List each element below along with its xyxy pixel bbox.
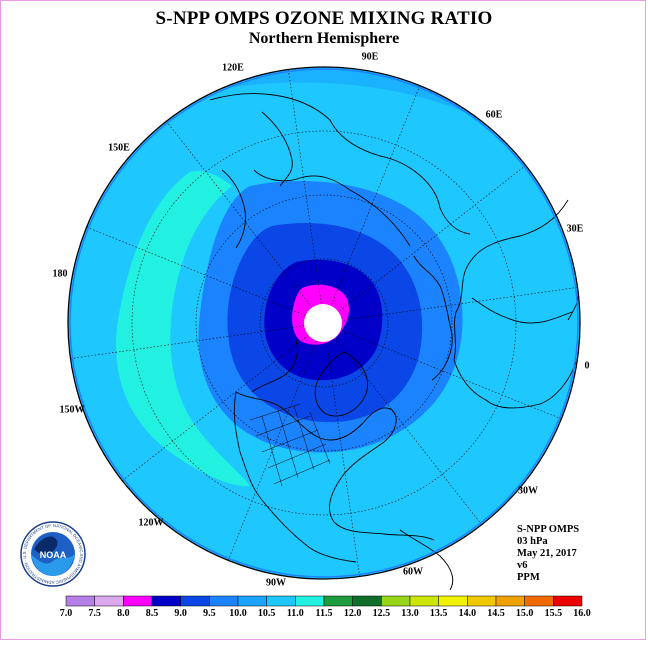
coast-asia-south [209, 93, 471, 235]
coast-kamchatka [221, 169, 247, 249]
map-boundary-inner [69, 68, 579, 578]
lon-label-90e: 90E [361, 51, 379, 63]
latitude-circle-60 [195, 194, 453, 452]
ozone-field [68, 67, 580, 579]
coast-east-asia [261, 111, 293, 187]
coast-arctic-canada [251, 339, 298, 393]
lon-label-120w: 120W [138, 517, 164, 529]
info-level: 03 hPa [517, 536, 548, 547]
colorbar-tick-label: 8.0 [117, 608, 130, 619]
info-unit: PPM [517, 572, 540, 583]
coast-pacific-na [233, 391, 357, 563]
colorbar-tick-label: 7.5 [88, 608, 101, 619]
meridians [70, 69, 578, 577]
coast-north-america [235, 391, 435, 541]
colorbar-tick-label: 7.0 [59, 608, 73, 619]
colorbar-tick-label: 10.5 [257, 608, 276, 619]
us-state-lines [249, 403, 331, 487]
meridian-line [343, 287, 578, 321]
latitude-circle-75 [259, 258, 389, 388]
graticule [131, 130, 517, 516]
meridian-line [336, 338, 482, 525]
coast-scandinavia [413, 255, 453, 381]
lon-label-30w: 30W [518, 485, 538, 497]
colorbar-tick-label: 13.5 [429, 608, 448, 619]
colorbar-tick-label: 13.0 [401, 608, 419, 619]
latitude-circle-45 [131, 130, 517, 516]
meridian-line [331, 85, 421, 305]
meridian-line [342, 330, 562, 420]
colorbar-tick-label: 16.0 [573, 608, 591, 619]
lon-label-180: 180 [52, 268, 68, 280]
coastlines [209, 93, 579, 591]
coast-south-america [399, 529, 454, 591]
colorbar-tick-label: 9.5 [203, 608, 216, 619]
lon-label-150e: 150E [108, 142, 130, 154]
lon-label-0: 0 [584, 360, 590, 372]
field-10-5-pacific [116, 170, 250, 487]
colorbar-tick-label: 11.0 [286, 608, 304, 619]
state-lines-a [249, 403, 331, 485]
meridian-line [288, 69, 322, 304]
state-lines-b [261, 405, 331, 487]
logo-text: NOAA [40, 550, 67, 560]
colorbar-tick-label: 12.0 [343, 608, 362, 619]
page-title: S-NPP OMPS OZONE MIXING RATIO [155, 8, 493, 29]
coast-siberia [253, 169, 411, 247]
no-data-area [304, 304, 342, 342]
info-date: May 21, 2017 [517, 548, 577, 559]
noaa-logo: NOAA NATIONAL OCEANIC AND ATMOSPHERIC AD… [20, 521, 86, 587]
colorbar-tick-label: 15.0 [515, 608, 534, 619]
colorbar-tick-label: 14.5 [487, 608, 505, 619]
lon-label-60w: 60W [403, 566, 423, 578]
colorbar-tick-label: 15.5 [544, 608, 563, 619]
meridian-line [339, 165, 526, 311]
info-instrument: S-NPP OMPS [517, 524, 580, 535]
colorbar-tick-label: 8.5 [145, 608, 159, 619]
lon-label-60e: 60E [485, 109, 503, 121]
colorbar-tick-label: 11.5 [315, 608, 333, 619]
meridian-line [227, 341, 317, 561]
colorbar-tick-label: 10.0 [229, 608, 247, 619]
coast-greenland [314, 351, 368, 417]
meridian-line [122, 335, 309, 481]
meridian-line [166, 121, 312, 308]
page-subtitle: Northern Hemisphere [248, 30, 400, 47]
lon-label-90w: 90W [266, 577, 286, 589]
colorbar-tick-label: 14.0 [458, 608, 477, 619]
colorbar-tick-label: 9.0 [174, 608, 187, 619]
meridian-line [86, 226, 306, 316]
map-boundary [67, 66, 581, 580]
colorbar-tick-label: 12.5 [372, 608, 391, 619]
coast-europe [453, 199, 577, 409]
meridian-line [70, 325, 305, 359]
lon-label-30e: 30E [566, 223, 584, 235]
coast-mediterranean [471, 297, 573, 324]
lon-label-120e: 120E [222, 62, 244, 74]
info-block: S-NPP OMPS 03 hPa May 21, 2017 v6 PPM [517, 524, 579, 584]
meridian-line [326, 342, 360, 577]
info-version: v6 [517, 560, 528, 571]
lon-label-150w: 150W [59, 404, 85, 416]
